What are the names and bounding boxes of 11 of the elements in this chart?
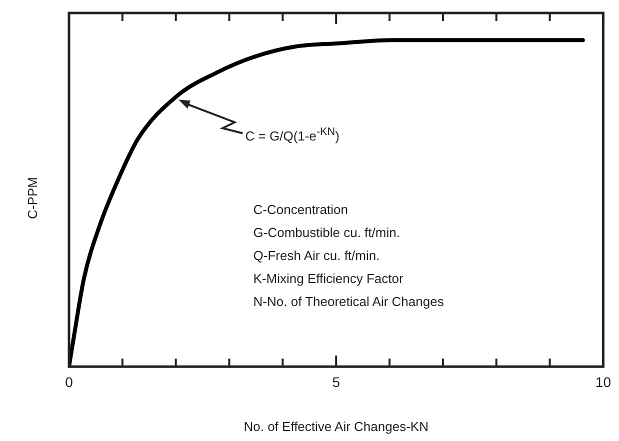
x-axis-title: No. of Effective Air Changes-KN: [244, 418, 428, 434]
annotation: G-Combustible cu. ft/min.: [253, 225, 400, 242]
annotation: C = G/Q(1-e$^{-KN}$): [245, 125, 340, 145]
y-axis-title: C-PPM: [24, 177, 41, 219]
annotation: Q-Fresh Air cu. ft/min.: [253, 248, 380, 264]
annotation: K-Mixing Efficiency Factor: [253, 271, 404, 288]
x-tick-label: 5: [332, 374, 340, 390]
annotation: C-Concentration: [253, 202, 348, 218]
x-tick-label: 0: [65, 374, 74, 390]
x-tick-label: 10: [595, 374, 612, 390]
annotation: N-No. of Theoretical Air Changes: [253, 294, 444, 310]
